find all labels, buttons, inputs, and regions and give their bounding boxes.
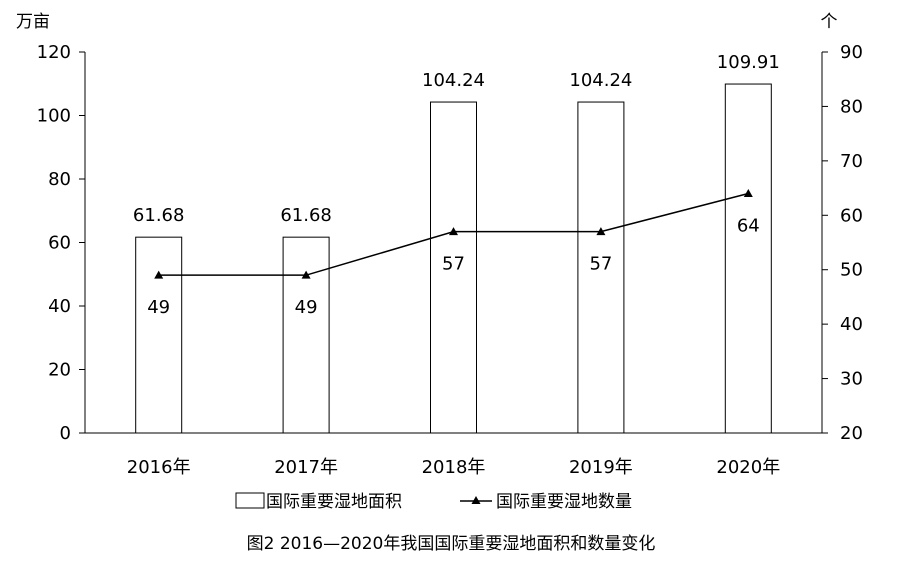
bar [282,236,330,434]
left-tick-label: 40 [48,296,71,317]
bar [135,236,183,434]
x-tick-label: 2017年 [274,457,338,478]
line-point-marker [449,227,458,236]
legend-bar-swatch [235,492,265,509]
right-tick-label: 50 [840,260,863,281]
legend: 国际重要湿地面积 国际重要湿地数量 [235,492,632,512]
left-tick-label: 100 [37,106,71,127]
right-axis-unit: 个 [821,12,838,32]
line-point-marker [743,189,753,198]
line-value-label: 64 [737,216,760,237]
bar-value-label: 61.68 [280,205,332,226]
chart-caption: 图2 2016—2020年我国国际重要湿地面积和数量变化 [247,534,656,554]
legend-line-marker [471,496,481,504]
x-tick-label: 2019年 [569,457,633,478]
bar-value-label: 61.68 [133,205,185,226]
line-value-label: 49 [295,297,318,318]
line-value-label: 57 [589,254,612,275]
bar-value-label: 109.91 [717,52,780,73]
bar-series [135,83,772,434]
line-series [154,189,753,279]
left-tick-label: 60 [48,233,71,254]
legend-bar-label: 国际重要湿地面积 [266,492,402,512]
right-tick-label: 30 [840,369,863,390]
legend-line-label: 国际重要湿地数量 [496,492,632,512]
line-value-label: 57 [442,254,465,275]
left-axis-unit: 万亩 [16,12,50,32]
line-point-marker [154,270,164,279]
bar-value-label: 104.24 [422,70,485,91]
bar [430,101,477,434]
bar [724,83,772,434]
right-tick-label: 20 [840,423,863,444]
axes: 0 20 40 60 80 100 120 20 30 40 50 60 70 80 90 2016年 2017… [37,42,863,478]
right-tick-label: 90 [840,42,863,63]
bar-value-label: 104.24 [569,70,632,91]
x-tick-label: 2016年 [127,457,191,478]
left-tick-label: 20 [48,360,71,381]
bar [577,101,625,434]
right-tick-label: 40 [840,314,863,335]
x-tick-label: 2020年 [716,457,780,478]
right-tick-label: 70 [840,151,863,172]
data-labels: 61.68 61.68 104.24 104.24 109.91 49 49 57 57 64 [133,52,780,318]
right-tick-label: 60 [840,205,863,226]
line-point-marker [301,270,311,279]
line-point-marker [596,227,606,236]
left-tick-label: 80 [48,169,71,190]
left-tick-label: 120 [37,42,71,63]
left-tick-label: 0 [60,423,71,444]
x-tick-label: 2018年 [422,457,486,478]
right-tick-label: 80 [840,96,863,117]
line-value-label: 49 [147,297,170,318]
